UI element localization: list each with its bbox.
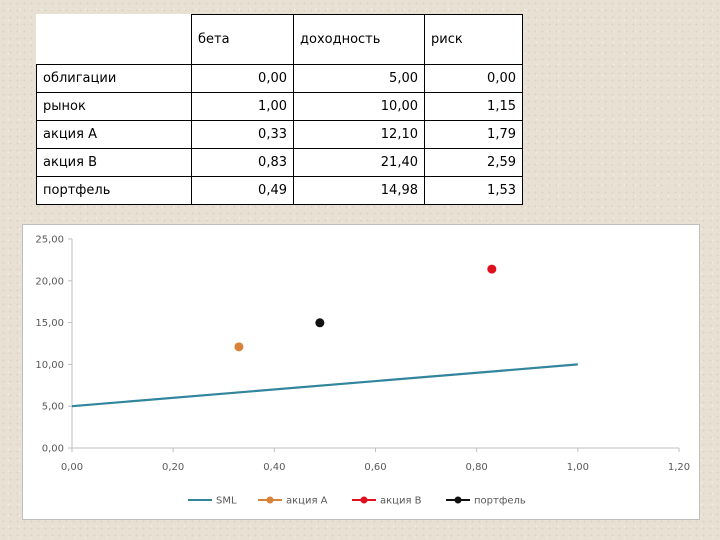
- x-tick-label: 0,40: [263, 462, 285, 473]
- x-tick-label: 0,20: [162, 462, 184, 473]
- cell-beta: 0,49: [191, 176, 294, 205]
- cell-return: 12,10: [293, 120, 425, 149]
- table-row: рынок 1,00 10,00 1,15: [36, 92, 523, 121]
- legend-marker: [454, 496, 462, 504]
- y-tick-label: 0,00: [42, 444, 64, 455]
- cell-return: 10,00: [293, 92, 425, 121]
- table-row: акция А 0,33 12,10 1,79: [36, 120, 523, 149]
- data-point: [234, 342, 244, 352]
- cell-return: 21,40: [293, 148, 425, 177]
- x-tick-label: 0,80: [466, 462, 488, 473]
- data-point: [487, 264, 497, 274]
- x-tick-label: 1,20: [668, 462, 690, 473]
- cell-beta: 0,33: [191, 120, 294, 149]
- row-label: акция А: [36, 120, 192, 149]
- header-beta: бета: [191, 14, 294, 65]
- cell-risk: 0,00: [424, 64, 523, 93]
- cell-risk: 2,59: [424, 148, 523, 177]
- header-risk: риск: [424, 14, 523, 65]
- y-tick-label: 25,00: [35, 235, 64, 246]
- chart-area: 0,00 5,00 10,00 15,00 20,00 25,00 0,00 0,20 0,40…: [22, 224, 700, 520]
- sml-chart: 0,00 5,00 10,00 15,00 20,00 25,00 0,00 0,20 0,40…: [35, 235, 690, 507]
- legend-marker: [266, 496, 274, 504]
- cell-risk: 1,15: [424, 92, 523, 121]
- table-header-row: бета доходность риск: [36, 14, 523, 65]
- y-tick-label: 15,00: [35, 318, 64, 329]
- x-tick-label: 0,60: [364, 462, 386, 473]
- x-tick-label: 0,00: [61, 462, 83, 473]
- cell-beta: 0,83: [191, 148, 294, 177]
- header-corner: [36, 14, 192, 65]
- row-label: облигации: [36, 64, 192, 93]
- cell-risk: 1,53: [424, 176, 523, 205]
- sml-line: [71, 363, 578, 408]
- header-return: доходность: [293, 14, 425, 65]
- cell-risk: 1,79: [424, 120, 523, 149]
- legend-label: портфель: [474, 496, 526, 507]
- table-row: акция В 0,83 21,40 2,59: [36, 148, 523, 177]
- y-tick-label: 20,00: [35, 276, 64, 287]
- table-row: портфель 0,49 14,98 1,53: [36, 176, 523, 205]
- row-label: акция В: [36, 148, 192, 177]
- data-table: бета доходность риск облигации 0,00 5,00…: [36, 14, 523, 205]
- y-tick-label: 10,00: [35, 360, 64, 371]
- legend-label: акция А: [286, 496, 328, 507]
- cell-beta: 1,00: [191, 92, 294, 121]
- cell-return: 14,98: [293, 176, 425, 205]
- legend-label: акция В: [380, 496, 422, 507]
- cell-return: 5,00: [293, 64, 425, 93]
- table-row: облигации 0,00 5,00 0,00: [36, 64, 523, 93]
- cell-beta: 0,00: [191, 64, 294, 93]
- x-tick-label: 1,00: [567, 462, 589, 473]
- row-label: рынок: [36, 92, 192, 121]
- row-label: портфель: [36, 176, 192, 205]
- y-tick-label: 5,00: [42, 402, 64, 413]
- legend-marker: [360, 496, 368, 504]
- legend-label: SML: [216, 496, 237, 507]
- data-point: [315, 318, 325, 328]
